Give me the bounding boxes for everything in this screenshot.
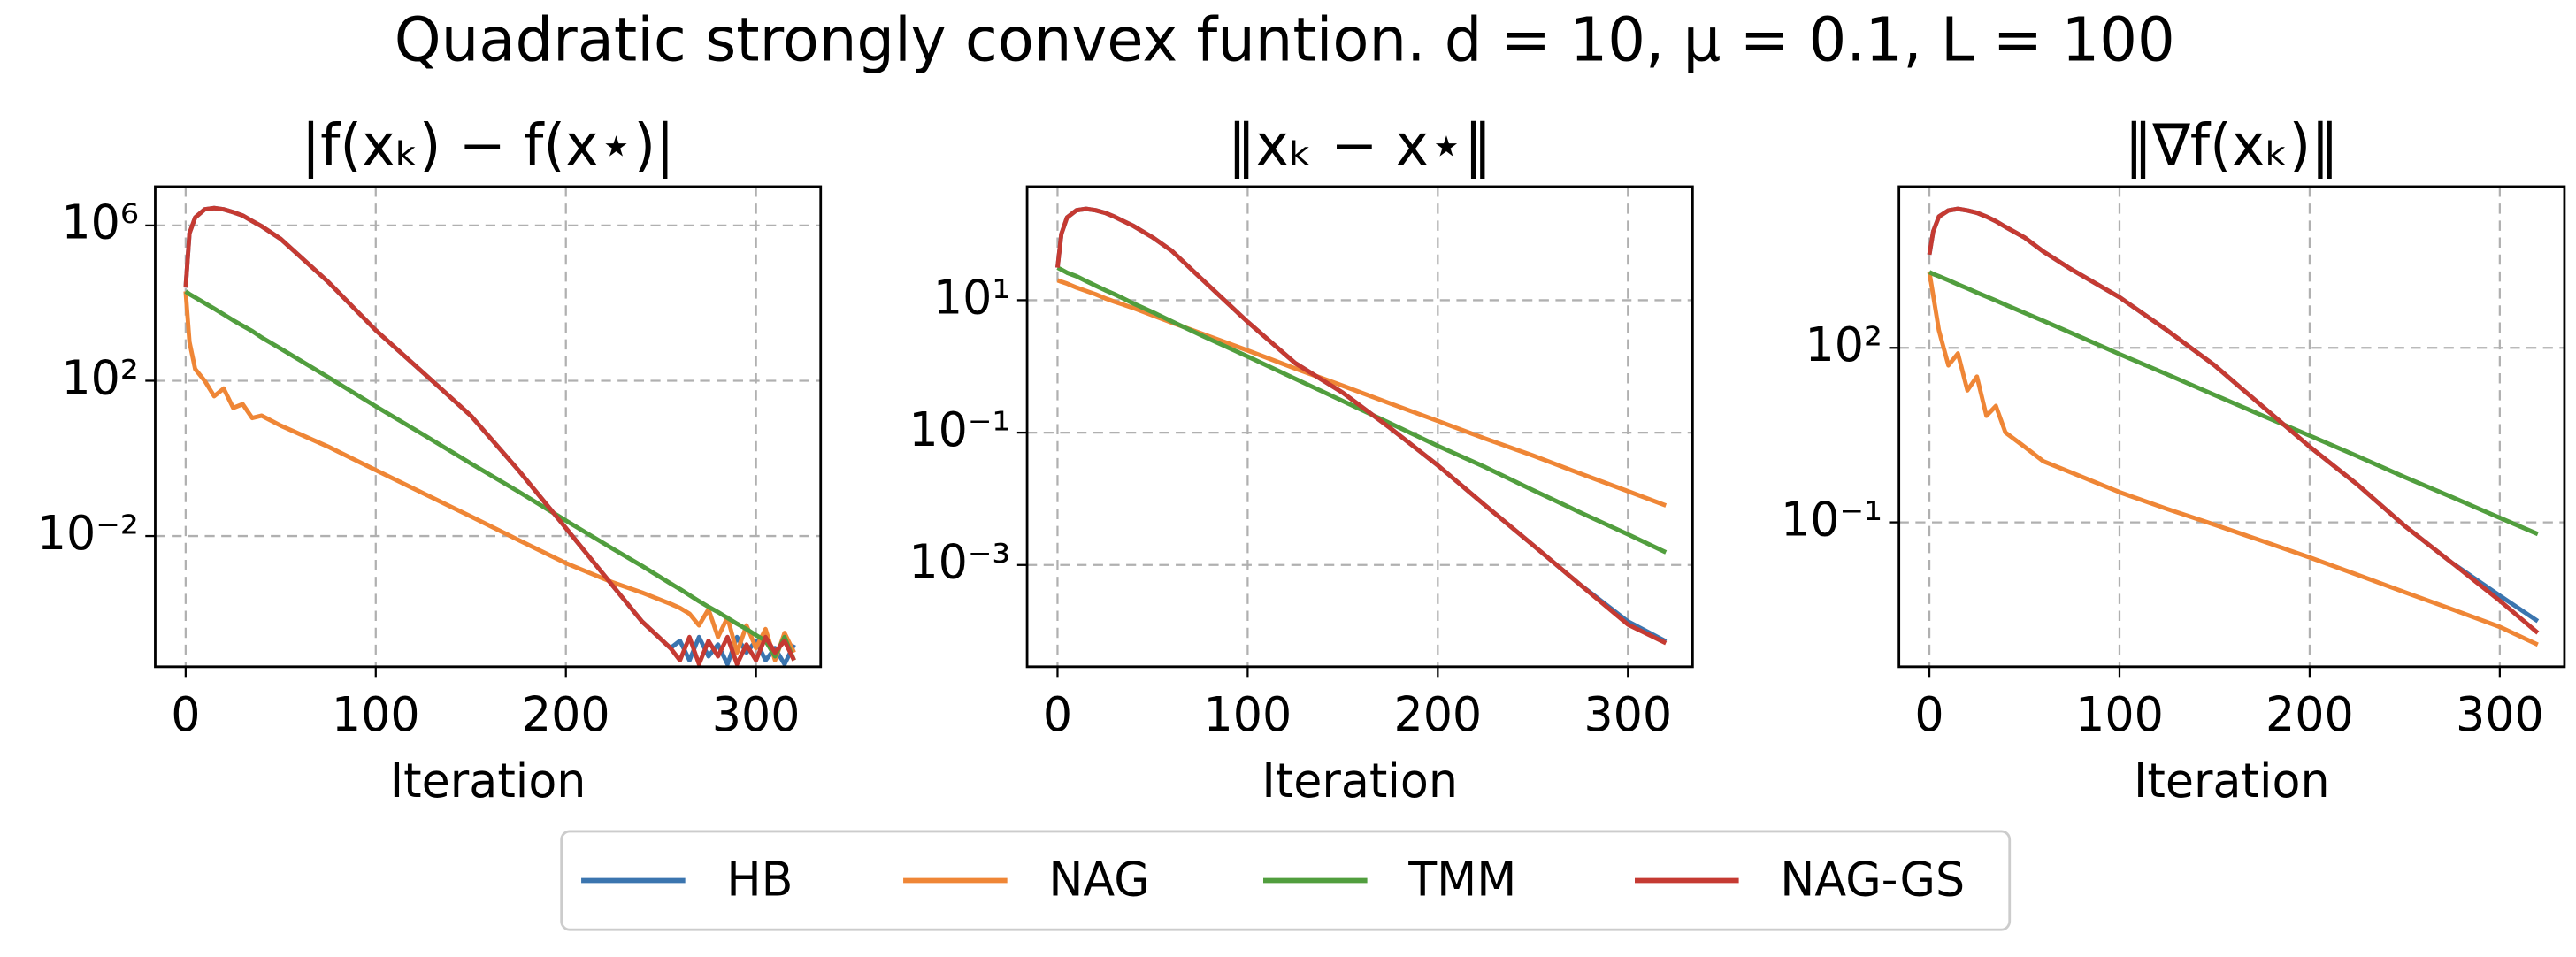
series-line — [183, 205, 796, 667]
x-tick-label: 0 — [1914, 688, 1944, 743]
chart-title: ‖∇f(xₖ)‖ — [2125, 112, 2339, 180]
series-line — [1928, 270, 2539, 537]
y-tick-label: 10¹ — [933, 271, 1010, 325]
series-line — [1056, 265, 1668, 555]
x-tick-label: 0 — [171, 688, 200, 743]
y-tick-label: 10⁻¹ — [908, 402, 1010, 457]
x-axis-label: Iteration — [1261, 754, 1458, 808]
chart-title: |f(xₖ) − f(x⋆)| — [302, 112, 675, 180]
series-line — [1055, 206, 1668, 646]
x-tick-label: 100 — [2075, 688, 2164, 743]
axes-frame — [1898, 185, 2566, 669]
series-line — [1927, 206, 2540, 635]
x-tick-label: 100 — [1204, 688, 1292, 743]
legend-label: NAG-GS — [1780, 853, 1965, 907]
series-line — [1927, 272, 2539, 647]
y-tick-label: 10⁶ — [61, 195, 138, 250]
legend-label: NAG — [1048, 853, 1149, 907]
x-axis-label: Iteration — [390, 754, 586, 808]
series-line — [183, 291, 796, 663]
y-tick-label: 10⁻³ — [908, 535, 1010, 590]
axes-frame — [1025, 185, 1694, 669]
legend-label: HB — [726, 853, 793, 907]
x-tick-label: 200 — [1393, 688, 1482, 743]
axes-frame — [154, 185, 823, 669]
x-tick-label: 300 — [712, 688, 801, 743]
figure-title: Quadratic strongly convex funtion. d = 1… — [395, 5, 2175, 76]
x-tick-label: 100 — [332, 688, 420, 743]
legend-label: TMM — [1407, 853, 1516, 907]
x-tick-label: 0 — [1043, 688, 1072, 743]
x-axis-label: Iteration — [2134, 754, 2330, 808]
y-tick-label: 10⁻² — [37, 506, 139, 561]
chart-title: ‖xₖ − x⋆‖ — [1228, 112, 1492, 180]
y-tick-label: 10² — [61, 351, 138, 406]
series-line — [184, 289, 796, 662]
y-tick-label: 10² — [1806, 318, 1882, 372]
y-tick-label: 10⁻¹ — [1781, 493, 1882, 547]
x-tick-label: 300 — [1583, 688, 1672, 743]
x-tick-label: 200 — [522, 688, 610, 743]
series-line — [1056, 278, 1668, 508]
x-tick-label: 200 — [2266, 688, 2354, 743]
series-line — [1055, 206, 1668, 644]
x-tick-label: 300 — [2456, 688, 2544, 743]
